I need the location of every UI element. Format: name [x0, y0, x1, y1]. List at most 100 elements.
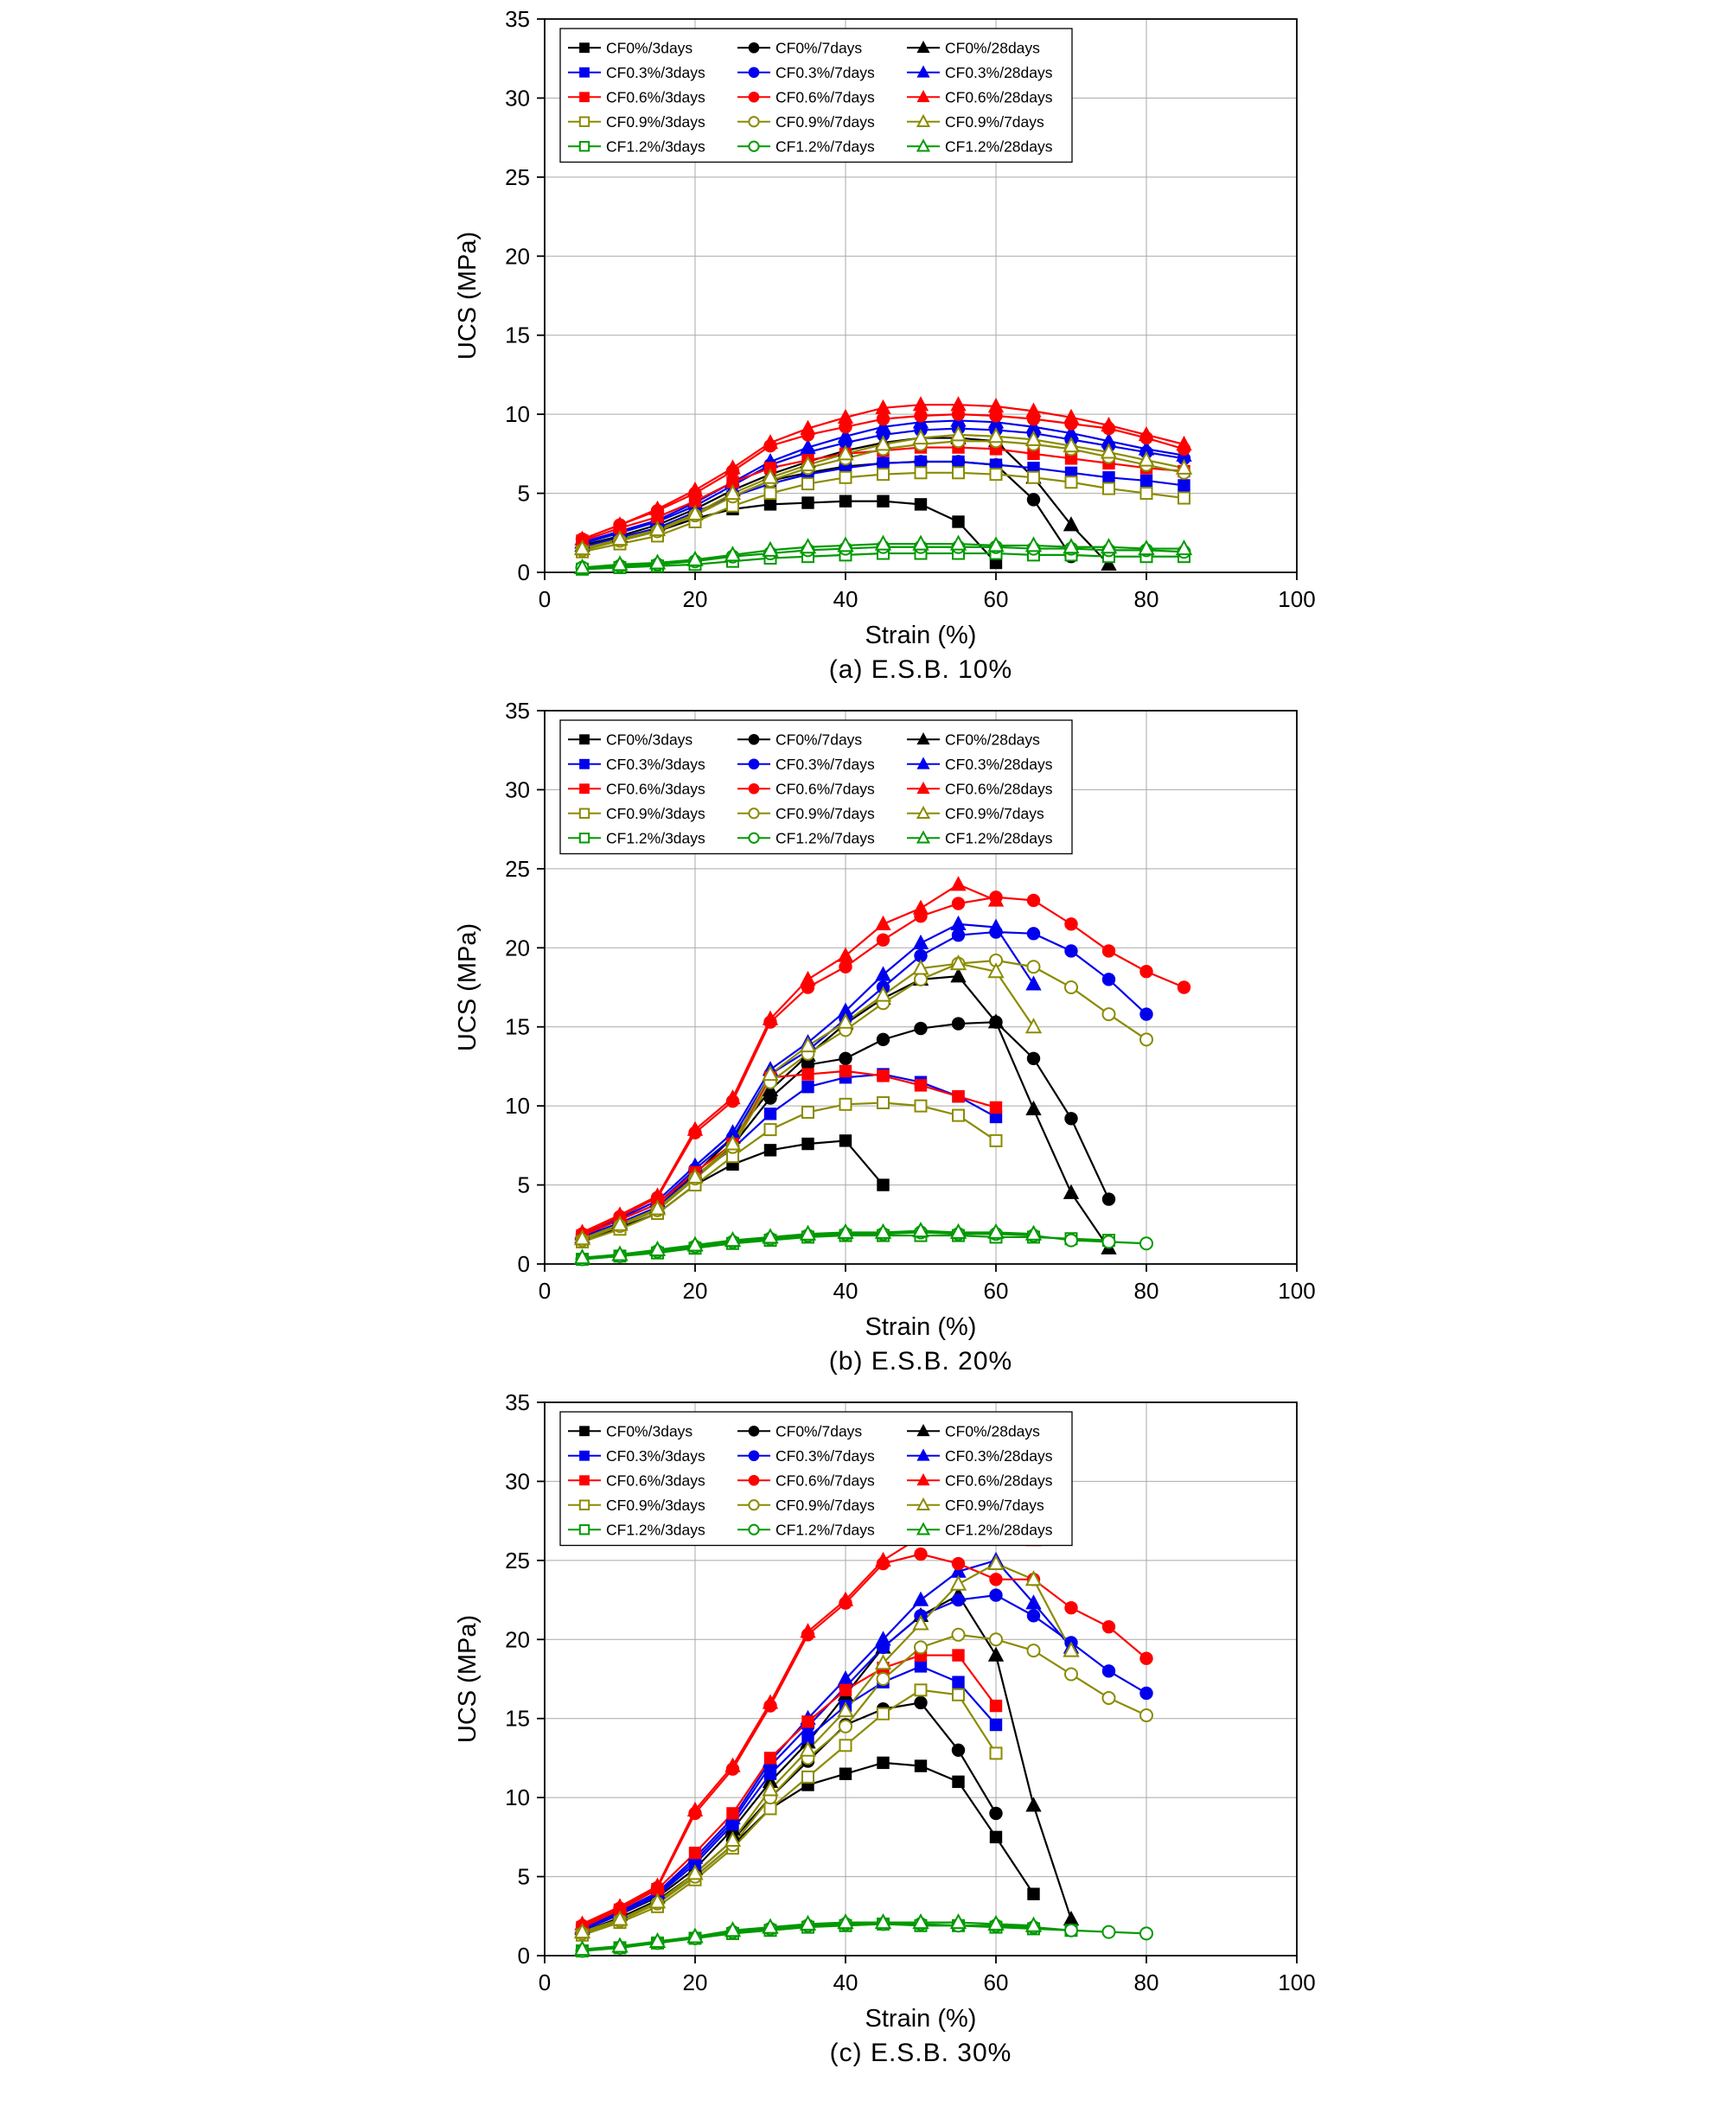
svg-text:CF0.9%/3days: CF0.9%/3days — [606, 805, 705, 822]
svg-text:0: 0 — [539, 586, 551, 612]
svg-text:CF0.3%/3days: CF0.3%/3days — [606, 64, 705, 81]
svg-text:CF0%/3days: CF0%/3days — [606, 1422, 692, 1440]
svg-text:Strain (%): Strain (%) — [865, 1313, 977, 1341]
svg-text:20: 20 — [683, 1969, 708, 1995]
svg-text:CF0.6%/7days: CF0.6%/7days — [775, 1471, 875, 1489]
svg-text:CF0.3%/7days: CF0.3%/7days — [775, 1447, 875, 1465]
svg-text:CF1.2%/3days: CF1.2%/3days — [606, 829, 705, 846]
svg-text:0: 0 — [518, 559, 530, 585]
svg-text:Strain (%): Strain (%) — [865, 622, 977, 649]
svg-text:CF0%/3days: CF0%/3days — [606, 731, 692, 748]
svg-text:20: 20 — [683, 1278, 708, 1304]
svg-text:CF0%/3days: CF0%/3days — [606, 39, 692, 56]
svg-text:CF0.9%/7days: CF0.9%/7days — [945, 113, 1044, 131]
svg-text:CF0.6%/3days: CF0.6%/3days — [606, 88, 705, 105]
svg-text:20: 20 — [505, 243, 530, 269]
svg-text:CF0.6%/28days: CF0.6%/28days — [945, 88, 1053, 105]
svg-text:100: 100 — [1278, 586, 1315, 612]
svg-text:40: 40 — [833, 1969, 858, 1995]
figure-b: 0 20 40 60 80 100 0 5 10 15 20 25 30 35 Strain (%) UCS … — [0, 697, 1736, 1376]
svg-text:CF0.6%/3days: CF0.6%/3days — [606, 1471, 705, 1489]
svg-text:CF1.2%/28days: CF1.2%/28days — [945, 137, 1053, 155]
svg-text:15: 15 — [505, 1706, 530, 1732]
svg-text:20: 20 — [505, 935, 530, 961]
svg-text:80: 80 — [1134, 1278, 1159, 1304]
svg-text:CF0%/7days: CF0%/7days — [775, 39, 862, 56]
svg-text:CF0.6%/7days: CF0.6%/7days — [775, 88, 875, 105]
svg-text:UCS (MPa): UCS (MPa) — [454, 232, 482, 360]
svg-text:10: 10 — [505, 1093, 530, 1119]
svg-text:CF0.3%/28days: CF0.3%/28days — [945, 1447, 1053, 1465]
chart-b-caption: (b) E.S.B. 20% — [828, 1347, 1013, 1376]
svg-text:CF0.9%/7days: CF0.9%/7days — [775, 1497, 875, 1514]
svg-text:30: 30 — [505, 85, 530, 111]
svg-text:5: 5 — [518, 1172, 530, 1198]
svg-text:80: 80 — [1134, 1969, 1159, 1995]
svg-text:CF1.2%/7days: CF1.2%/7days — [775, 1521, 875, 1538]
svg-text:CF0.6%/28days: CF0.6%/28days — [945, 780, 1053, 797]
svg-text:CF0.3%/3days: CF0.3%/3days — [606, 1447, 705, 1465]
chart-c-plot: 0 20 40 60 80 100 0 5 10 15 20 25 30 35 Strain (%) UCS … — [454, 1389, 1316, 2033]
svg-text:CF1.2%/28days: CF1.2%/28days — [945, 829, 1053, 846]
svg-text:CF1.2%/3days: CF1.2%/3days — [606, 137, 705, 155]
svg-text:CF0%/7days: CF0%/7days — [775, 1422, 862, 1440]
svg-text:CF1.2%/3days: CF1.2%/3days — [606, 1521, 705, 1538]
svg-text:35: 35 — [505, 698, 530, 724]
figure-c: 0 20 40 60 80 100 0 5 10 15 20 25 30 35 Strain (%) UCS … — [0, 1388, 1736, 2068]
svg-text:15: 15 — [505, 1014, 530, 1040]
figure-page: 0 20 40 60 80 100 0 5 10 15 20 25 30 35 Strain (%) UCS … — [0, 5, 1736, 2068]
svg-text:60: 60 — [984, 586, 1009, 612]
svg-text:0: 0 — [518, 1251, 530, 1277]
svg-text:CF0.9%/7days: CF0.9%/7days — [775, 805, 875, 822]
svg-text:60: 60 — [984, 1278, 1009, 1304]
svg-text:100: 100 — [1278, 1278, 1315, 1304]
svg-text:CF1.2%/28days: CF1.2%/28days — [945, 1521, 1053, 1538]
svg-text:40: 40 — [833, 586, 858, 612]
svg-text:CF1.2%/7days: CF1.2%/7days — [775, 137, 875, 155]
svg-text:UCS (MPa): UCS (MPa) — [454, 1615, 482, 1743]
svg-text:UCS (MPa): UCS (MPa) — [454, 923, 482, 1051]
svg-text:CF0%/7days: CF0%/7days — [775, 731, 862, 748]
svg-text:20: 20 — [505, 1626, 530, 1652]
svg-text:30: 30 — [505, 1468, 530, 1494]
svg-text:30: 30 — [505, 776, 530, 802]
svg-text:10: 10 — [505, 401, 530, 427]
svg-text:0: 0 — [518, 1943, 530, 1969]
svg-text:CF0.9%/3days: CF0.9%/3days — [606, 113, 705, 131]
svg-text:CF0.6%/3days: CF0.6%/3days — [606, 780, 705, 797]
svg-text:CF0.9%/7days: CF0.9%/7days — [945, 1497, 1044, 1514]
svg-text:CF0.6%/7days: CF0.6%/7days — [775, 780, 875, 797]
svg-text:0: 0 — [539, 1969, 551, 1995]
svg-text:CF1.2%/7days: CF1.2%/7days — [775, 829, 875, 846]
svg-text:CF0.3%/7days: CF0.3%/7days — [775, 756, 875, 773]
svg-text:CF0.9%/3days: CF0.9%/3days — [606, 1497, 705, 1514]
chart-b-plot: 0 20 40 60 80 100 0 5 10 15 20 25 30 35 Strain (%) UCS … — [454, 698, 1316, 1341]
svg-text:100: 100 — [1278, 1969, 1315, 1995]
svg-text:Strain (%): Strain (%) — [865, 2005, 977, 2033]
svg-text:15: 15 — [505, 322, 530, 348]
svg-text:10: 10 — [505, 1784, 530, 1810]
svg-text:5: 5 — [518, 481, 530, 507]
chart-c-caption: (c) E.S.B. 30% — [829, 2039, 1012, 2067]
svg-text:60: 60 — [984, 1969, 1009, 1995]
svg-text:25: 25 — [505, 856, 530, 882]
svg-text:CF0%/28days: CF0%/28days — [945, 39, 1040, 56]
svg-text:35: 35 — [505, 1389, 530, 1415]
svg-text:0: 0 — [539, 1278, 551, 1304]
svg-text:CF0.9%/7days: CF0.9%/7days — [775, 113, 875, 131]
svg-text:5: 5 — [518, 1864, 530, 1890]
svg-text:CF0.3%/28days: CF0.3%/28days — [945, 756, 1053, 773]
svg-text:80: 80 — [1134, 586, 1159, 612]
svg-text:CF0.3%/7days: CF0.3%/7days — [775, 64, 875, 81]
figure-a: 0 20 40 60 80 100 0 5 10 15 20 25 30 35 Strain (%) UCS … — [0, 5, 1736, 685]
chart-a-plot: 0 20 40 60 80 100 0 5 10 15 20 25 30 35 Strain (%) UCS … — [454, 6, 1316, 649]
svg-text:35: 35 — [505, 6, 530, 32]
svg-text:25: 25 — [505, 164, 530, 190]
svg-text:CF0%/28days: CF0%/28days — [945, 1422, 1040, 1440]
svg-text:CF0.3%/3days: CF0.3%/3days — [606, 756, 705, 773]
svg-text:20: 20 — [683, 586, 708, 612]
svg-text:25: 25 — [505, 1548, 530, 1574]
svg-text:CF0.9%/7days: CF0.9%/7days — [945, 805, 1044, 822]
svg-text:CF0.3%/28days: CF0.3%/28days — [945, 64, 1053, 81]
chart-a-caption: (a) E.S.B. 10% — [828, 655, 1013, 684]
